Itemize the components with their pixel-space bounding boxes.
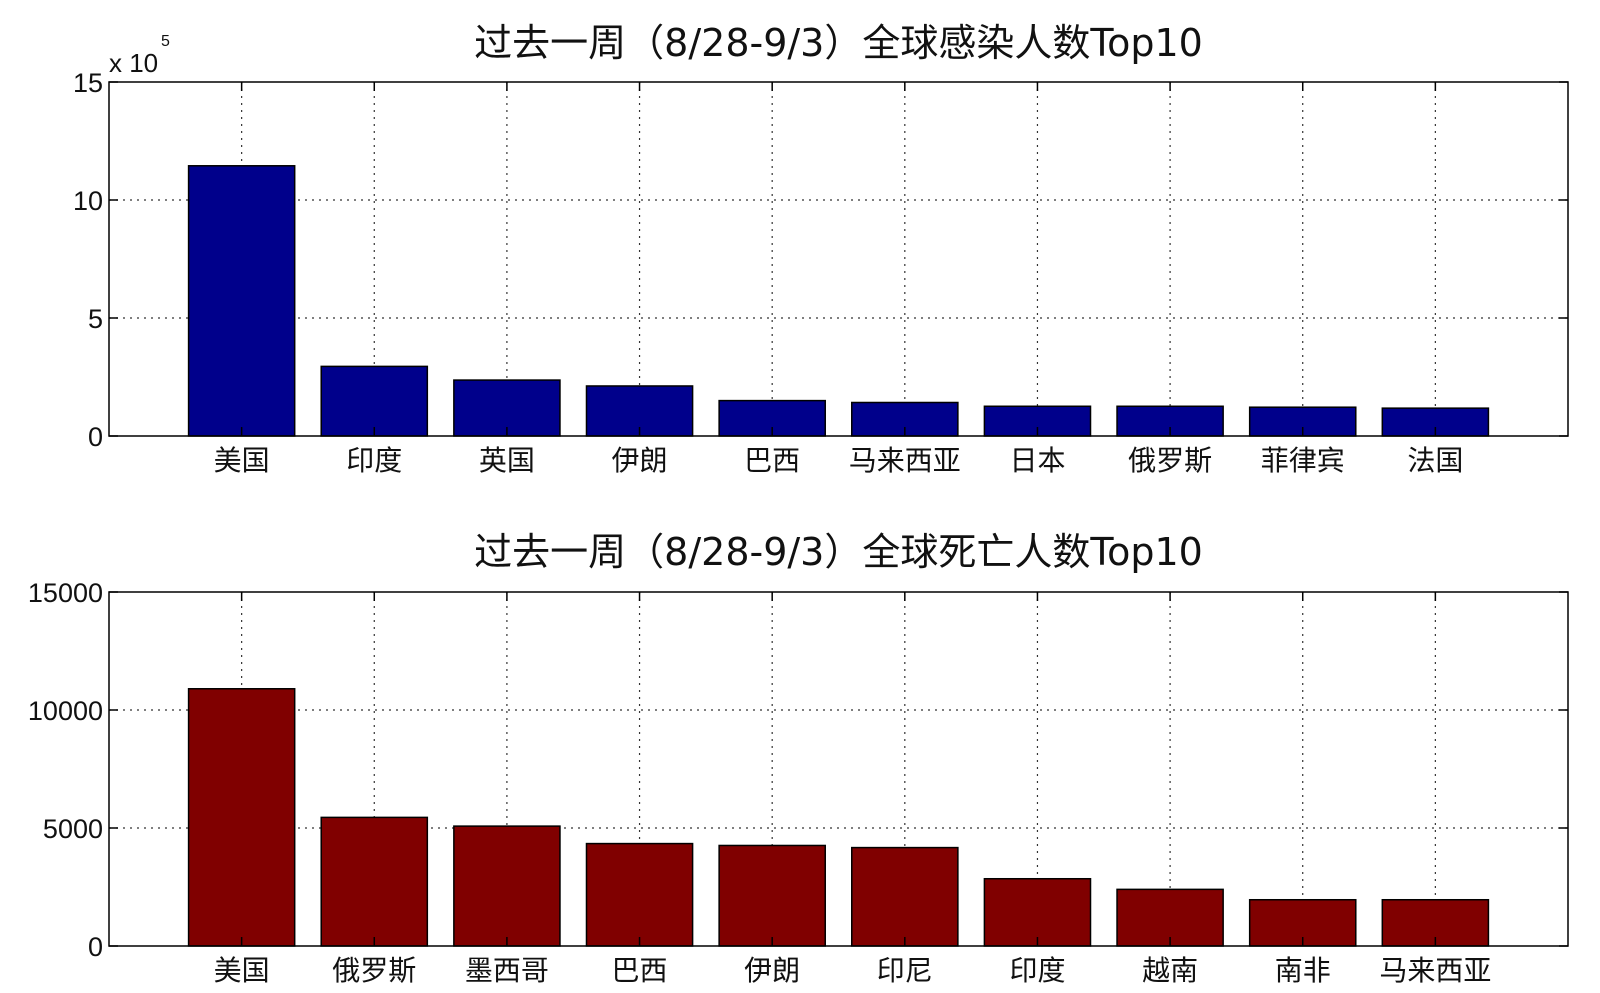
chart-1-category-label-3: 英国: [479, 444, 535, 477]
chart-1-category-label-9: 菲律宾: [1261, 444, 1345, 477]
chart-2-bar-5: [718, 844, 826, 947]
chart-2-category-label-6: 印尼: [877, 954, 933, 987]
chart-1-plot-frame: [108, 81, 1569, 437]
chart-1-category-label-6: 马来西亚: [849, 444, 961, 477]
chart-2-category-label-7: 印度: [1009, 954, 1065, 987]
chart-2-bar-1: [187, 688, 296, 947]
chart-2-category-label-1: 美国: [214, 954, 270, 987]
chart-2-category-label-9: 南非: [1275, 954, 1331, 987]
chart-2-category-label-10: 马来西亚: [1379, 954, 1491, 987]
chart-2-ytick-label-0: 0: [88, 932, 103, 962]
chart-1-bar-1: [187, 165, 296, 437]
chart-1-category-label-10: 法国: [1407, 444, 1463, 477]
chart-1-category-label-2: 印度: [346, 444, 402, 477]
chart-1-ytick-label-1: 5: [88, 304, 103, 334]
chart-2-category-label-3: 墨西哥: [465, 954, 549, 987]
chart-2-bar-6: [851, 846, 959, 947]
chart-2-ytick-label-1: 5000: [43, 814, 103, 844]
chart-2-bar-2: [320, 816, 429, 947]
chart-1-category-label-4: 伊朗: [612, 444, 668, 477]
chart-2-bar-3: [453, 825, 561, 947]
chart-1-exponent-power: 5: [161, 33, 170, 50]
chart-2-plot-frame: [108, 591, 1569, 947]
chart-2-category-label-8: 越南: [1142, 954, 1198, 987]
chart-1-title: 过去一周（8/28-9/3）全球感染人数Top10: [474, 21, 1203, 65]
chart-1-category-label-8: 俄罗斯: [1128, 444, 1212, 477]
chart-2-bar-4: [585, 842, 694, 947]
chart-1-category-label-5: 巴西: [744, 444, 800, 477]
chart-2-title: 过去一周（8/28-9/3）全球死亡人数Top10: [474, 530, 1203, 574]
chart-1-ytick-label-0: 0: [88, 422, 103, 452]
chart-1-bar-3: [453, 379, 561, 437]
chart-2-category-label-5: 伊朗: [744, 954, 800, 987]
chart-2-category-label-2: 俄罗斯: [332, 954, 416, 987]
chart-2-category-label-4: 巴西: [612, 954, 668, 987]
chart-2-bar-7: [983, 877, 1092, 947]
chart-1-category-label-7: 日本: [1009, 444, 1065, 477]
chart-2-bar-8: [1116, 888, 1224, 947]
chart-1-exponent-base: x 10: [109, 48, 158, 78]
chart-1-ytick-label-3: 15: [73, 68, 103, 98]
chart-1-ytick-label-2: 10: [73, 186, 103, 216]
chart-1-category-label-1: 美国: [214, 444, 270, 477]
chart-2-ytick-label-2: 10000: [28, 696, 103, 726]
chart-1-bar-2: [320, 365, 429, 437]
chart-2-ytick-label-3: 15000: [28, 578, 103, 608]
